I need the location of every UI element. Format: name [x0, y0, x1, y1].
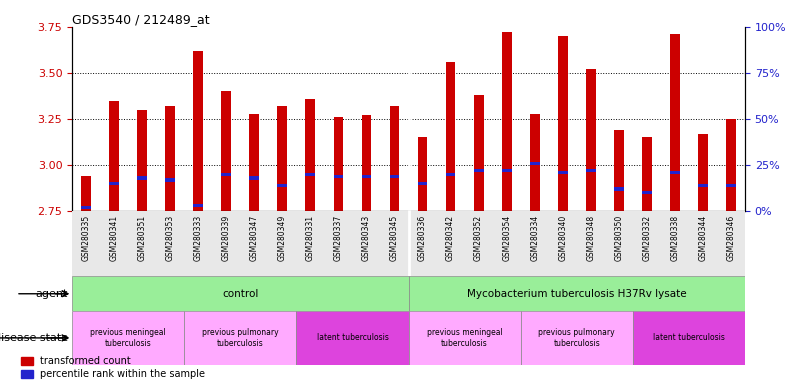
Bar [417, 137, 428, 211]
Bar [361, 115, 372, 211]
Bar [165, 178, 175, 182]
Bar [642, 191, 652, 194]
Text: previous meningeal
tuberculosis: previous meningeal tuberculosis [91, 328, 166, 348]
Bar [389, 174, 400, 178]
Bar [473, 169, 484, 172]
Bar [501, 169, 512, 172]
Bar [184, 311, 296, 365]
Bar [698, 184, 708, 187]
Bar [726, 184, 736, 187]
Text: disease state: disease state [0, 333, 68, 343]
Text: GSM280343: GSM280343 [362, 214, 371, 261]
Bar [445, 173, 456, 176]
Text: previous pulmonary
tuberculosis: previous pulmonary tuberculosis [538, 328, 615, 348]
Bar [361, 174, 372, 178]
Bar [586, 69, 596, 211]
Bar [249, 176, 260, 180]
Bar [409, 311, 521, 365]
Text: GSM280342: GSM280342 [446, 214, 455, 261]
Text: previous meningeal
tuberculosis: previous meningeal tuberculosis [427, 328, 502, 348]
Bar [72, 311, 184, 365]
Text: GSM280331: GSM280331 [306, 214, 315, 261]
Bar [277, 106, 288, 211]
Bar [333, 174, 344, 178]
Text: latent tuberculosis: latent tuberculosis [316, 333, 388, 343]
Bar [193, 51, 203, 211]
Bar [473, 95, 484, 211]
Legend: transformed count, percentile rank within the sample: transformed count, percentile rank withi… [21, 356, 205, 379]
Text: agent: agent [36, 289, 68, 299]
Text: previous pulmonary
tuberculosis: previous pulmonary tuberculosis [202, 328, 279, 348]
Text: GSM280332: GSM280332 [642, 214, 651, 261]
Bar [305, 99, 316, 211]
Bar [521, 311, 633, 365]
Bar [586, 169, 596, 172]
Text: GSM280352: GSM280352 [474, 214, 483, 261]
Bar [72, 276, 409, 311]
Text: GSM280345: GSM280345 [390, 214, 399, 261]
Bar [698, 134, 708, 211]
Text: control: control [222, 289, 259, 299]
Bar [529, 162, 540, 165]
Text: Mycobacterium tuberculosis H37Rv lysate: Mycobacterium tuberculosis H37Rv lysate [467, 289, 686, 299]
Bar [501, 32, 512, 211]
Text: GSM280344: GSM280344 [698, 214, 707, 261]
Text: GSM280346: GSM280346 [727, 214, 735, 261]
Bar [296, 311, 409, 365]
Text: GSM280353: GSM280353 [166, 214, 175, 261]
Text: GSM280350: GSM280350 [614, 214, 623, 261]
Text: GSM280339: GSM280339 [222, 214, 231, 261]
Text: GSM280354: GSM280354 [502, 214, 511, 261]
Bar [417, 182, 428, 185]
Bar [557, 171, 568, 174]
Text: GSM280336: GSM280336 [418, 214, 427, 261]
Bar [409, 276, 745, 311]
Bar [137, 176, 147, 180]
Bar [633, 311, 745, 365]
Bar [333, 117, 344, 211]
Bar [557, 36, 568, 211]
Bar [445, 62, 456, 211]
Bar [305, 173, 316, 176]
Bar [165, 106, 175, 211]
Bar [726, 119, 736, 211]
Bar [193, 204, 203, 207]
Bar [277, 184, 288, 187]
Bar [81, 206, 91, 209]
Bar [249, 114, 260, 211]
Text: GSM280335: GSM280335 [82, 214, 91, 261]
Bar [642, 137, 652, 211]
Text: GSM280349: GSM280349 [278, 214, 287, 261]
Text: GSM280351: GSM280351 [138, 214, 147, 261]
Bar [137, 110, 147, 211]
Text: GSM280347: GSM280347 [250, 214, 259, 261]
Bar [670, 171, 680, 174]
Bar [81, 176, 91, 211]
Text: GSM280333: GSM280333 [194, 214, 203, 261]
Text: GSM280337: GSM280337 [334, 214, 343, 261]
Bar [109, 182, 119, 185]
Text: GSM280348: GSM280348 [586, 214, 595, 261]
Bar [614, 130, 624, 211]
Text: GSM280338: GSM280338 [670, 214, 679, 261]
Text: GDS3540 / 212489_at: GDS3540 / 212489_at [72, 13, 210, 26]
Bar [529, 114, 540, 211]
Bar [614, 187, 624, 191]
Bar [109, 101, 119, 211]
Bar [670, 34, 680, 211]
Bar [221, 91, 231, 211]
Text: GSM280341: GSM280341 [110, 214, 119, 261]
Bar [389, 106, 400, 211]
Text: GSM280340: GSM280340 [558, 214, 567, 261]
Bar [221, 173, 231, 176]
Text: GSM280334: GSM280334 [530, 214, 539, 261]
Text: latent tuberculosis: latent tuberculosis [653, 333, 725, 343]
